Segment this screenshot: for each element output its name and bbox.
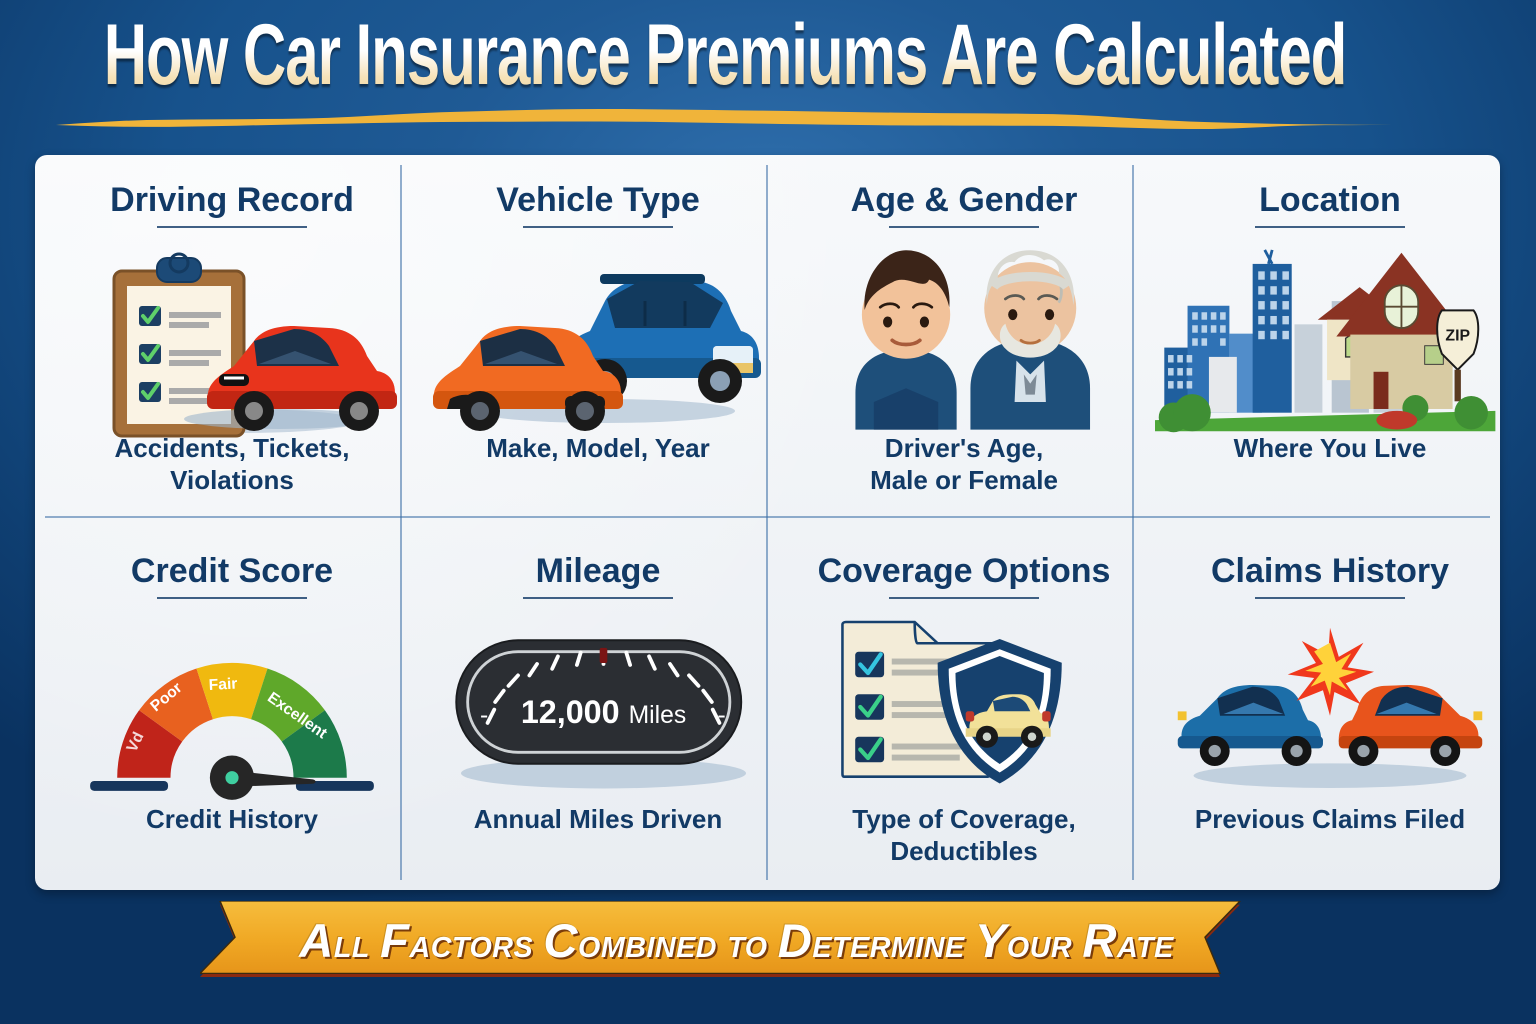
svg-text:Fair: Fair [208,675,237,693]
svg-text:-: - [480,702,488,729]
svg-text:-: - [718,702,726,729]
svg-text:ZIP: ZIP [1445,327,1470,344]
